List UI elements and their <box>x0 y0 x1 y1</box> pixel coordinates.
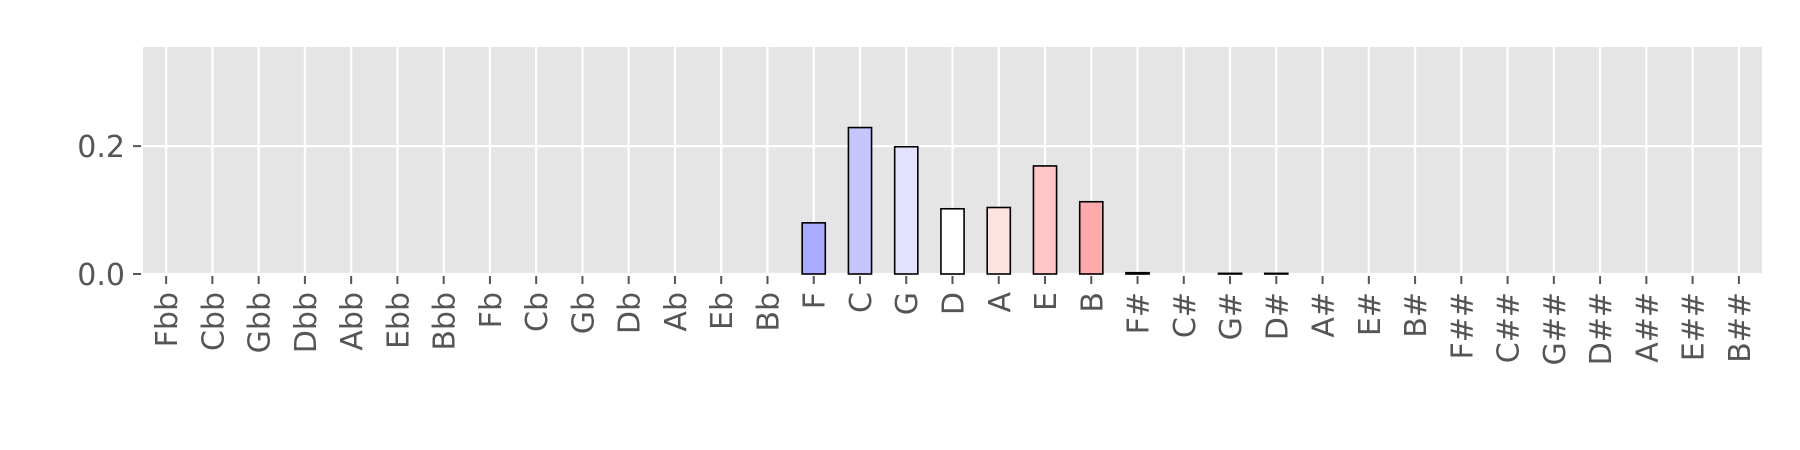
x-tick-label: Gbb <box>243 292 278 353</box>
bar-A <box>986 206 1012 275</box>
axes: 0.0 0.2 Fbb Cbb Gbb Dbb Abb Ebb Bbb Fb Cb Gb Db Ab Eb B… <box>77 130 1758 365</box>
x-tick-label: Gb <box>566 292 601 334</box>
x-tick-label: C## <box>1492 292 1527 363</box>
x-tick-label: Db <box>613 292 648 334</box>
x-tick-label: C <box>844 292 879 313</box>
x-tick-label: A <box>983 292 1018 313</box>
x-tick-label: G <box>890 292 925 315</box>
x-tick-label: C# <box>1168 292 1203 338</box>
x-tick-label: E# <box>1353 292 1388 336</box>
x-tick-label: Bbb <box>428 292 463 351</box>
bars <box>801 126 1289 275</box>
x-tick-label: A# <box>1307 292 1342 338</box>
x-tick-label: G# <box>1214 292 1249 340</box>
x-tick-label: F## <box>1445 292 1480 360</box>
x-tick-label: B# <box>1399 292 1434 338</box>
x-tick-label: Bb <box>751 292 786 332</box>
x-tick-label: B <box>1075 292 1110 313</box>
x-tick-label: A## <box>1630 292 1665 363</box>
bar-C <box>847 126 873 275</box>
x-tick-label: Cb <box>520 292 555 332</box>
x-tick-label: E <box>1029 292 1064 311</box>
bar-D <box>940 207 965 275</box>
x-tick-label: F <box>798 292 833 309</box>
x-tick-label: Cbb <box>196 292 231 351</box>
x-tick-label: D <box>937 292 972 315</box>
bar-G <box>893 145 919 275</box>
x-tick-label: Dbb <box>289 292 324 353</box>
x-tick-label: Abb <box>335 292 370 351</box>
y-tick-label: 0.2 <box>77 130 125 165</box>
x-tick-label: D## <box>1584 292 1619 365</box>
x-tick-label: E## <box>1677 292 1712 361</box>
bar-D# <box>1263 272 1289 275</box>
x-tick-label: Ebb <box>381 292 416 349</box>
x-tick-label: F# <box>1122 292 1157 334</box>
bar-B <box>1078 200 1104 275</box>
x-tick-label: Ab <box>659 292 694 332</box>
y-tick-label: 0.0 <box>77 258 125 293</box>
x-tick-label: B## <box>1723 292 1758 363</box>
x-tick-label: Fb <box>474 292 509 328</box>
bar-G# <box>1217 272 1243 275</box>
bar-E <box>1032 165 1058 275</box>
x-tick-label: Eb <box>705 292 740 330</box>
x-tick-label: Fbb <box>150 292 185 347</box>
bar-F# <box>1125 271 1150 275</box>
x-tick-label: G## <box>1538 292 1573 366</box>
bar-F <box>801 222 827 275</box>
x-tick-label: D# <box>1260 292 1295 340</box>
